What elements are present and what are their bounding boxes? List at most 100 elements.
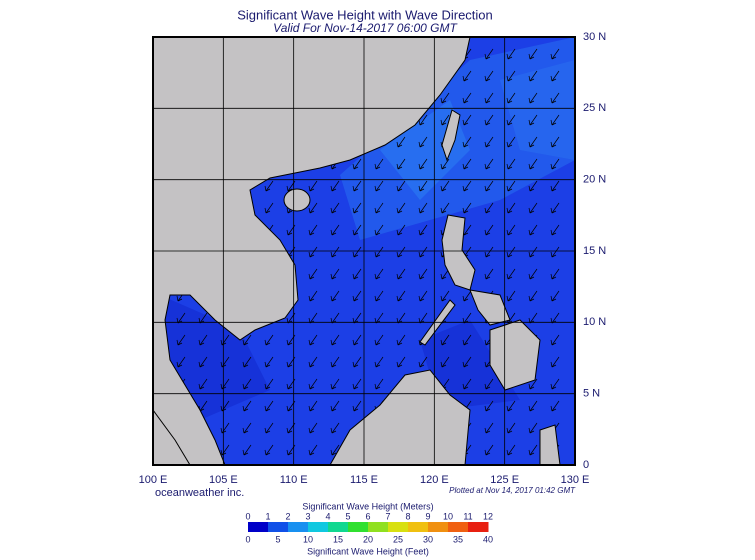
meters-tick: 1 bbox=[265, 511, 270, 521]
wave-arrow bbox=[374, 378, 384, 390]
wave-arrow bbox=[308, 290, 318, 302]
wave-arrow bbox=[462, 70, 472, 82]
wave-arrow bbox=[308, 202, 318, 214]
wave-arrow bbox=[506, 180, 516, 192]
sea-swell bbox=[500, 60, 575, 160]
wave-arrow bbox=[396, 224, 406, 236]
wave-arrow bbox=[484, 422, 494, 434]
wave-arrow bbox=[264, 400, 274, 412]
wave-arrow bbox=[550, 136, 560, 148]
lat-label: 15 N bbox=[583, 245, 606, 257]
wave-arrow bbox=[330, 400, 340, 412]
wave-arrow bbox=[440, 114, 450, 126]
wave-arrow bbox=[352, 400, 362, 412]
feet-tick: 15 bbox=[333, 534, 343, 544]
wave-arrow bbox=[396, 356, 406, 368]
wave-arrow bbox=[198, 356, 208, 368]
colorbar-segment bbox=[408, 522, 429, 532]
brand: oceanweather inc. bbox=[155, 487, 244, 499]
wave-arrow bbox=[330, 180, 340, 192]
lat-label: 0 bbox=[583, 459, 589, 471]
meters-tick: 3 bbox=[305, 511, 310, 521]
wave-arrow bbox=[396, 158, 406, 170]
wave-arrow bbox=[550, 268, 560, 280]
wave-arrow bbox=[484, 92, 494, 104]
wave-arrow bbox=[440, 92, 450, 104]
wave-arrow bbox=[506, 400, 516, 412]
wave-arrow bbox=[462, 92, 472, 104]
wave-arrow bbox=[484, 180, 494, 192]
plotted-note: Plotted at Nov 14, 2017 01:42 GMT bbox=[449, 486, 576, 495]
wave-arrow bbox=[242, 334, 252, 346]
hainan bbox=[283, 188, 311, 212]
lon-label: 130 E bbox=[561, 474, 590, 486]
feet-tick: 20 bbox=[363, 534, 373, 544]
wave-arrow bbox=[352, 378, 362, 390]
wave-arrow bbox=[308, 422, 318, 434]
wave-arrow bbox=[528, 114, 538, 126]
colorbar-segment bbox=[388, 522, 409, 532]
wave-arrow bbox=[484, 378, 494, 390]
wave-arrow bbox=[462, 202, 472, 214]
meters-tick: 5 bbox=[345, 511, 350, 521]
wave-arrow bbox=[528, 92, 538, 104]
meters-tick: 11 bbox=[463, 511, 472, 521]
wave-arrow bbox=[550, 356, 560, 368]
wave-arrow bbox=[418, 180, 428, 192]
lon-label: 105 E bbox=[209, 474, 238, 486]
colorbar-title: Significant Wave Height (Meters) bbox=[302, 501, 433, 511]
wave-arrow bbox=[528, 136, 538, 148]
wave-arrow bbox=[308, 378, 318, 390]
wave-arrow bbox=[528, 378, 538, 390]
wave-arrow bbox=[528, 422, 538, 434]
graticule: 100 E 105 E 110 E 115 E 120 E 125 E 130 E 30 N 2… bbox=[139, 31, 607, 486]
meters-tick: 12 bbox=[483, 511, 493, 521]
wave-arrow bbox=[374, 356, 384, 368]
wave-arrow bbox=[462, 378, 472, 390]
wave-arrow bbox=[462, 114, 472, 126]
wave-arrow bbox=[550, 224, 560, 236]
lon-label: 100 E bbox=[139, 474, 168, 486]
feet-tick: 0 bbox=[245, 534, 250, 544]
wave-arrow bbox=[550, 378, 560, 390]
wave-arrow bbox=[528, 290, 538, 302]
wave-arrow bbox=[396, 334, 406, 346]
wave-arrow bbox=[330, 246, 340, 258]
colorbar-segment bbox=[468, 522, 489, 532]
title: Significant Wave Height with Wave Direct… bbox=[237, 7, 493, 22]
feet-tick: 25 bbox=[393, 534, 403, 544]
wave-arrow bbox=[484, 114, 494, 126]
wave-arrow bbox=[198, 334, 208, 346]
wave-arrow bbox=[528, 180, 538, 192]
wave-arrow bbox=[374, 268, 384, 280]
wave-arrow bbox=[528, 202, 538, 214]
wave-arrow bbox=[418, 246, 428, 258]
wave-arrow bbox=[352, 180, 362, 192]
wave-arrow bbox=[264, 202, 274, 214]
subtitle: Valid For Nov-14-2017 06:00 GMT bbox=[273, 21, 458, 35]
wave-arrow bbox=[550, 158, 560, 170]
wave-arrow bbox=[550, 400, 560, 412]
wave-arrow bbox=[550, 334, 560, 346]
wave-arrow bbox=[418, 136, 428, 148]
wave-arrow bbox=[308, 268, 318, 280]
lat-label: 20 N bbox=[583, 174, 606, 186]
wave-arrow bbox=[374, 180, 384, 192]
wave-arrow bbox=[396, 246, 406, 258]
meters-tick: 6 bbox=[365, 511, 370, 521]
wave-arrow bbox=[308, 356, 318, 368]
wave-arrow bbox=[352, 356, 362, 368]
wave-arrow bbox=[528, 48, 538, 60]
taiwan bbox=[441, 109, 461, 162]
lat-label: 10 N bbox=[583, 316, 606, 328]
wave-arrow bbox=[506, 290, 516, 302]
wave-arrow bbox=[484, 246, 494, 258]
wave-arrow bbox=[484, 400, 494, 412]
wave-arrow bbox=[528, 400, 538, 412]
wave-arrow bbox=[264, 378, 274, 390]
colorbar-segment bbox=[348, 522, 369, 532]
wave-arrow bbox=[506, 268, 516, 280]
wave-arrow bbox=[550, 48, 560, 60]
wave-arrow bbox=[396, 290, 406, 302]
wave-arrow bbox=[374, 290, 384, 302]
